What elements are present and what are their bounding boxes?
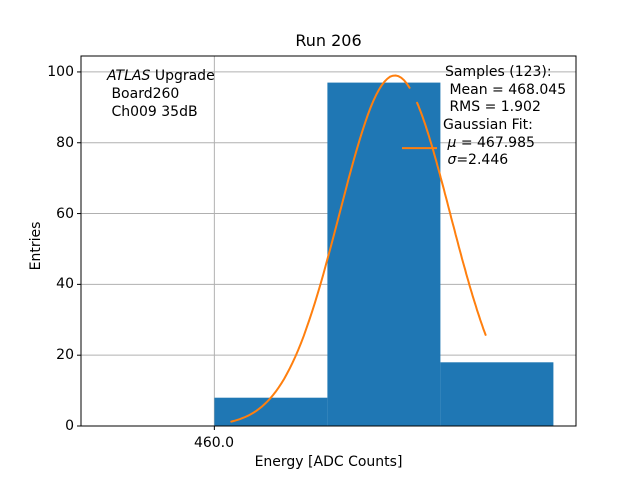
histogram-bar [440, 362, 554, 426]
fit-annotation: Gaussian Fit: μ = 467.985 σ=2.446 [443, 117, 535, 168]
histogram-bar [327, 82, 441, 426]
y-tick-label: 60 [56, 206, 74, 222]
gaussian-fit-curve [416, 101, 487, 336]
x-axis-label: Energy [ADC Counts] [254, 454, 403, 470]
axes-frame [80, 55, 577, 427]
y-axis-label: Entries [28, 221, 44, 271]
gaussian-fit-curve [230, 74, 411, 423]
y-tick-label: 80 [56, 135, 74, 151]
y-tick-label: 20 [56, 347, 74, 363]
atlas-annotation: ATLAS Upgrade Board260 Ch009 35dB [107, 68, 215, 120]
y-tick-label: 100 [47, 64, 74, 80]
y-tick-label: 40 [56, 276, 74, 292]
x-tick-label: 460.0 [193, 435, 235, 451]
y-tick-label: 0 [65, 418, 74, 434]
chart-title: Run 206 [295, 31, 362, 50]
samples-annotation: Samples (123): Mean = 468.045 RMS = 1.90… [445, 64, 567, 115]
